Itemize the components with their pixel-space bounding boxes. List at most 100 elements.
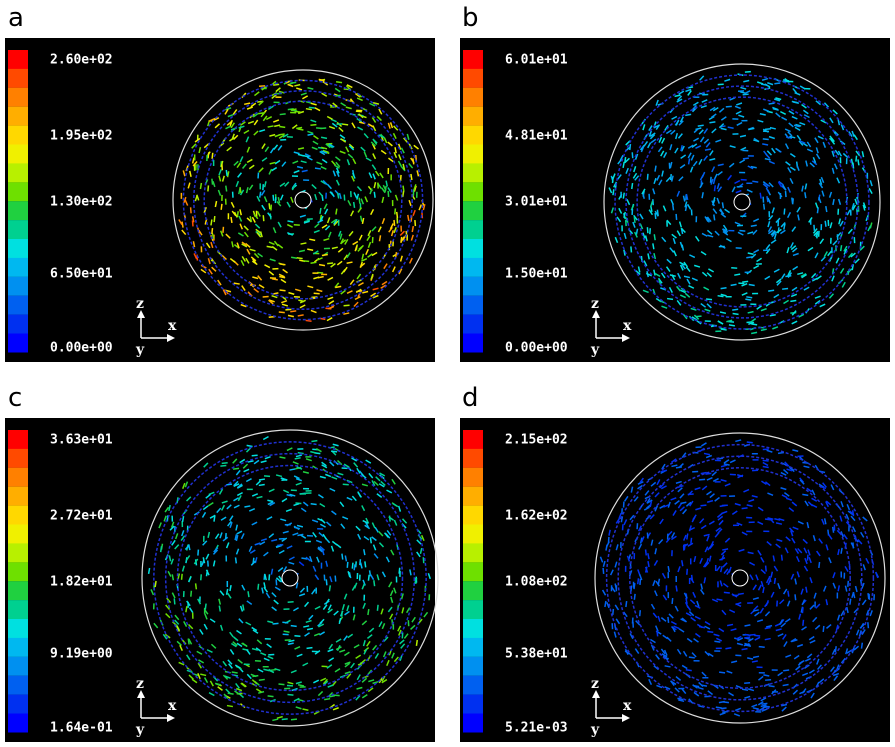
vector: [174, 598, 175, 604]
colorbar-segment: [8, 581, 28, 600]
vector: [295, 111, 301, 112]
vector: [290, 311, 296, 312]
vector: [747, 442, 753, 443]
colorbar-segment: [463, 543, 483, 562]
panel-label: c: [8, 383, 22, 413]
colorbar-label: 0.00e+00: [505, 341, 568, 356]
colorbar-segment: [463, 525, 483, 544]
vector: [287, 695, 293, 696]
vector: [211, 219, 212, 225]
colorbar-segment: [8, 182, 28, 201]
vector: [738, 593, 744, 594]
vector: [297, 258, 303, 259]
vector: [745, 299, 751, 300]
vector: [212, 228, 213, 234]
vector: [763, 467, 769, 468]
colorbar-segment: [463, 258, 483, 277]
vector: [742, 281, 748, 282]
vector: [716, 707, 722, 708]
colorbar-segment: [463, 487, 483, 506]
panel-label: d: [462, 383, 479, 413]
vector: [368, 575, 369, 581]
vector: [208, 185, 209, 191]
colorbar-label: 3.63e+01: [50, 433, 113, 448]
vector: [259, 479, 265, 480]
vector: [231, 217, 232, 223]
colorbar-label: 5.38e+01: [505, 647, 568, 662]
vector: [200, 183, 201, 189]
colorbar-segment: [8, 638, 28, 657]
colorbar-label: 6.50e+01: [50, 267, 113, 282]
vector: [214, 216, 215, 222]
axis-label: y: [135, 722, 145, 738]
vector: [763, 460, 769, 461]
vector: [687, 534, 688, 540]
vector: [275, 197, 276, 203]
vector: [632, 183, 633, 189]
vector: [763, 707, 769, 708]
vector: [306, 320, 312, 321]
vector: [290, 82, 296, 83]
figure: a2.60e+021.95e+021.30e+026.50e+010.00e+0…: [0, 0, 895, 747]
vector: [183, 516, 184, 522]
vector: [841, 548, 842, 554]
vector: [749, 285, 755, 286]
vector: [259, 485, 265, 486]
panel: 2.60e+021.95e+021.30e+026.50e+010.00e+00…: [5, 38, 435, 362]
vector: [783, 685, 789, 686]
vector: [634, 217, 635, 223]
colorbar-segment: [8, 562, 28, 581]
vector: [743, 94, 749, 95]
colorbar-segment: [463, 506, 483, 525]
colorbar-segment: [463, 676, 483, 695]
colorbar-segment: [463, 277, 483, 296]
colorbar-label: 1.62e+02: [505, 509, 568, 524]
vector: [309, 107, 315, 108]
vector: [308, 134, 314, 135]
vector: [296, 128, 302, 129]
vector: [374, 580, 375, 586]
vector: [726, 106, 732, 107]
vector: [273, 195, 274, 201]
vector: [685, 114, 691, 115]
vector: [196, 583, 197, 589]
vector: [774, 83, 780, 84]
vector: [311, 441, 317, 442]
axis-label: z: [591, 676, 599, 692]
vector: [356, 291, 362, 292]
vector: [833, 527, 834, 533]
colorbar-segment: [8, 126, 28, 145]
vector: [743, 158, 749, 159]
vector: [228, 693, 234, 694]
vector: [155, 581, 156, 587]
vector: [613, 189, 614, 195]
vector: [765, 129, 771, 130]
axis-label: y: [590, 342, 600, 358]
vector: [315, 168, 321, 169]
vector: [320, 208, 321, 214]
vector: [395, 208, 396, 214]
colorbar-segment: [8, 201, 28, 220]
colorbar-segment: [8, 525, 28, 544]
vector: [646, 549, 647, 555]
vector: [709, 122, 715, 123]
vector: [657, 630, 658, 636]
colorbar-segment: [8, 506, 28, 525]
axis-label: z: [136, 296, 144, 312]
vector: [411, 174, 412, 180]
vector: [356, 561, 357, 567]
vector: [761, 703, 767, 704]
colorbar-segment: [463, 88, 483, 107]
outlet: [732, 570, 748, 586]
vector: [191, 207, 192, 213]
vector: [742, 689, 748, 690]
vector: [668, 617, 669, 623]
vector: [774, 578, 775, 584]
vector: [763, 139, 769, 140]
vector: [233, 468, 239, 469]
vector: [613, 609, 614, 615]
vector: [282, 719, 288, 720]
colorbar-segment: [8, 50, 28, 69]
vector: [354, 202, 355, 208]
axis-label: x: [168, 698, 177, 714]
